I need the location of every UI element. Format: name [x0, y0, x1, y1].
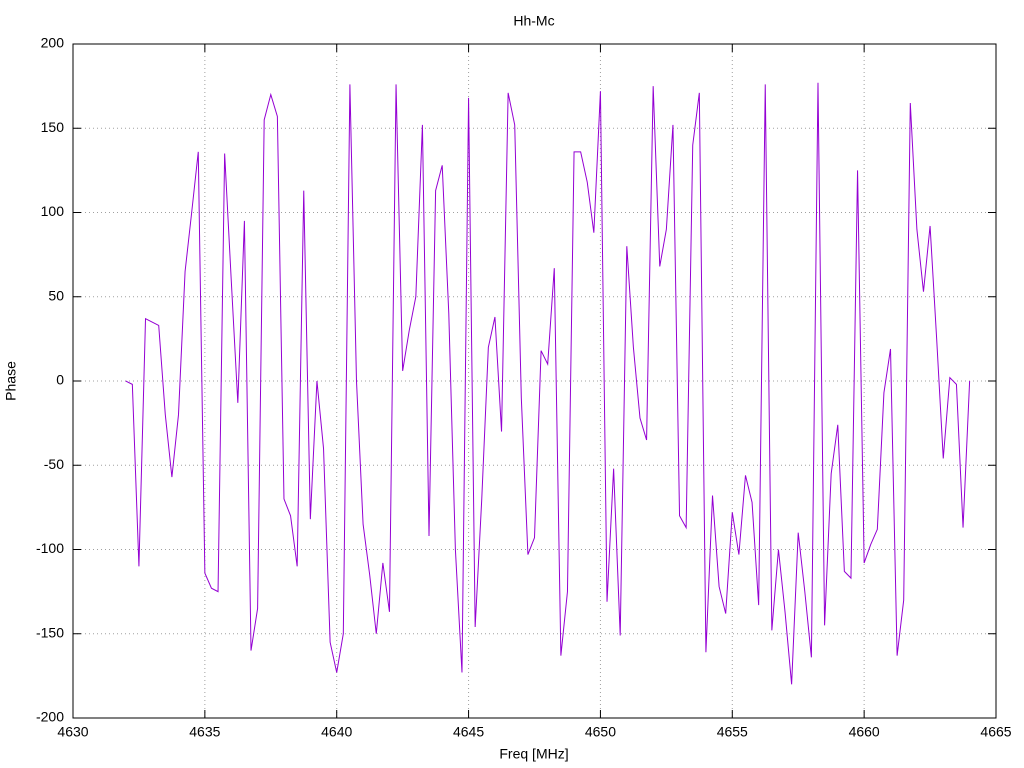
y-tick-label: -50: [44, 456, 64, 472]
y-tick-label: 200: [41, 35, 65, 51]
y-axis-label: Phase: [3, 361, 19, 401]
x-tick-label: 4630: [57, 724, 88, 740]
y-tick-label: 50: [48, 287, 64, 303]
y-tick-label: 100: [41, 203, 65, 219]
x-axis-label: Freq [MHz]: [499, 746, 568, 762]
x-tick-label: 4640: [321, 724, 352, 740]
x-tick-label: 4635: [189, 724, 220, 740]
y-tick-label: -200: [36, 709, 64, 725]
x-tick-label: 4660: [849, 724, 880, 740]
y-tick-label: -100: [36, 540, 64, 556]
data-line: [125, 82, 971, 685]
x-tick-label: 4655: [717, 724, 748, 740]
y-tick-label: -150: [36, 624, 64, 640]
plot-border: [72, 43, 997, 719]
y-tick-label: 150: [41, 119, 65, 135]
y-tick-label: 0: [56, 372, 64, 388]
x-tick-label: 4645: [453, 724, 484, 740]
x-tick-label: 4650: [585, 724, 616, 740]
x-tick-label: 4665: [980, 724, 1011, 740]
chart-title: Hh-Mc: [513, 13, 554, 29]
